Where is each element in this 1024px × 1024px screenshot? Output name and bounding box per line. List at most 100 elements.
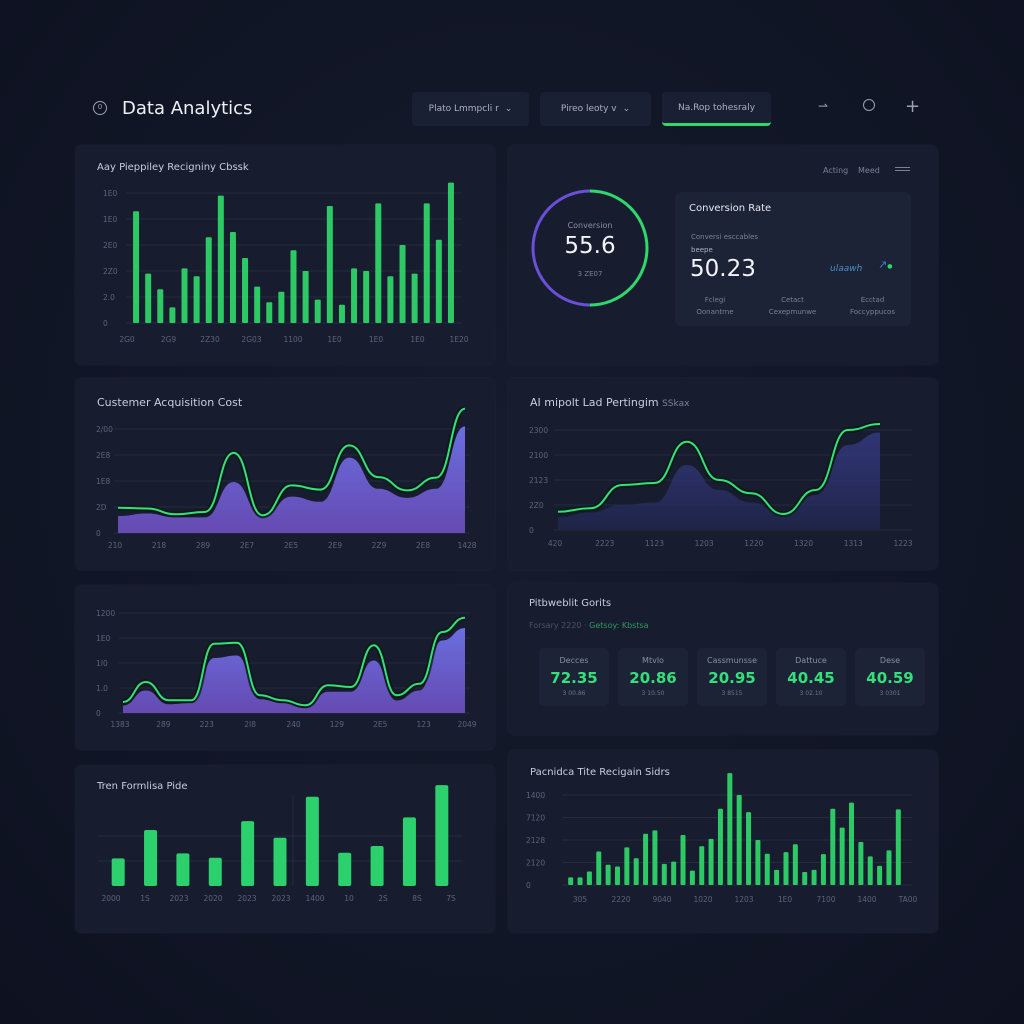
bar xyxy=(145,273,152,323)
bar xyxy=(652,830,658,885)
x-tick-label: 1203 xyxy=(695,539,714,548)
x-tick-label: 2220 xyxy=(611,895,630,904)
bar-chart: 0 2120 2128 7120 1400 305 2220 9040 1020 1203 1E0 7… xyxy=(526,773,918,904)
kpi-label: Dese xyxy=(879,656,901,665)
x-tick-label: 1400 xyxy=(305,894,324,903)
chevron-down-icon: ⌄ xyxy=(504,104,513,114)
stat-top: Cetact xyxy=(781,296,804,304)
bar xyxy=(671,861,677,885)
x-tick-label: 2023 xyxy=(169,894,188,903)
bar xyxy=(614,866,620,885)
share-icon[interactable]: ⇀ xyxy=(818,99,829,113)
y-tick-label: 2128 xyxy=(526,836,545,845)
bar xyxy=(111,858,125,886)
bar xyxy=(302,271,309,323)
bar xyxy=(435,785,449,886)
y-tick-label: 0 xyxy=(96,529,101,538)
bar xyxy=(727,773,733,885)
app-logo-icon: 0 xyxy=(93,101,107,115)
y-tick-label: 2120 xyxy=(526,859,545,868)
y-tick-label: 1400 xyxy=(526,791,545,800)
series-line xyxy=(557,423,881,516)
bar xyxy=(133,211,140,323)
search-icon[interactable] xyxy=(863,99,875,111)
x-tick-label: 7S xyxy=(446,894,456,903)
stat-bottom: Cexepmunwe xyxy=(768,308,817,316)
bar xyxy=(411,273,418,323)
x-tick-label: 2E8 xyxy=(416,541,431,550)
filter-dropdown-2[interactable]: Pireo leoty v ⌄ xyxy=(540,92,651,126)
y-tick-label: 1I0 xyxy=(96,659,108,668)
x-tick-label: 1203 xyxy=(734,895,753,904)
x-tick-label: 7100 xyxy=(816,895,835,904)
kpi-label: Dattuce xyxy=(795,656,827,665)
filter-tab-active[interactable]: Na.Rop tohesraly xyxy=(662,92,771,126)
y-tick-label: 2/00 xyxy=(96,425,113,434)
bar xyxy=(689,870,695,885)
chevron-down-icon: ⌄ xyxy=(622,104,631,114)
x-tick-label: 289 xyxy=(196,541,211,550)
bar xyxy=(254,286,261,323)
kpi-sub: 3 02.10 xyxy=(799,690,823,697)
x-tick-label: 420 xyxy=(548,539,563,548)
filter-label: Pireo leoty v xyxy=(560,104,617,114)
menu-icon[interactable] xyxy=(895,167,910,171)
conversion-value: 50.23 xyxy=(690,256,756,282)
area-chart: 0 2D 1E8 2E8 2/00 210 218 289 2E7 2E5 2E9 2Z9 2E8 142… xyxy=(96,405,477,550)
y-tick-label: 0 xyxy=(526,881,531,890)
x-tick-label: 123 xyxy=(416,720,431,729)
chart-title: Aay Pieppiley Recigniny Cbssk xyxy=(97,162,249,173)
x-tick-label: 2023 xyxy=(237,894,256,903)
wave-chart-card: 0 1.0 1I0 1E0 1200 1383 289 223 2I8 240 129 2E5 123 2… xyxy=(75,585,495,750)
x-tick-label: 1400 xyxy=(857,895,876,904)
bar xyxy=(208,857,222,886)
link-acting[interactable]: Acting xyxy=(823,166,849,175)
bar xyxy=(278,291,285,323)
stat-3: Ecctad Foccyppucos xyxy=(835,296,910,316)
x-tick-label: TA00 xyxy=(898,895,918,904)
conversion-sub2: beepe xyxy=(691,246,713,254)
x-tick-label: 2G03 xyxy=(241,335,261,344)
chart-title: AI mipolt Lad Pertingim SSkax xyxy=(530,396,689,409)
kpi-tile[interactable]: Decces 72.35 3 00.86 xyxy=(539,648,609,706)
bar xyxy=(820,854,826,885)
kpi-tile[interactable]: Dese 40.59 3 0301 xyxy=(855,648,925,706)
x-tick-label: 2G0 xyxy=(119,335,135,344)
kpi-subtitle-accent: Getsoy: Kbstsa xyxy=(589,621,649,630)
y-tick-label: 1E0 xyxy=(103,189,118,198)
sparkline-label: ulaawh xyxy=(830,264,863,274)
x-tick-label: 1313 xyxy=(844,539,863,548)
bar xyxy=(596,851,602,885)
trend-bar-card: Tren Formlisa Pide 2000 1S 2023 2020 2023 202… xyxy=(75,765,495,933)
x-tick-label: 1E0 xyxy=(369,335,384,344)
x-tick-label: 2E7 xyxy=(240,541,255,550)
y-tick-label: 1.0 xyxy=(96,684,108,693)
x-tick-label: 2020 xyxy=(203,894,222,903)
bar xyxy=(774,869,780,885)
kpi-tile[interactable]: Dattuce 40.45 3 02.10 xyxy=(776,648,846,706)
kpi-tile[interactable]: Mtvlo 20.86 3 10.50 xyxy=(618,648,688,706)
trend-up-icon: ↗● xyxy=(878,258,893,271)
filter-label: Na.Rop tohesraly xyxy=(677,102,756,113)
filter-dropdown-1[interactable]: Plato Lmmpcli r ⌄ xyxy=(412,92,529,126)
bar-chart: 0 2.0 2Z0 2E0 1E0 1E0 2G0 2G9 2Z30 2G03 1100 1E0 1E0… xyxy=(103,182,469,344)
bar-chart: 2000 1S 2023 2020 2023 2023 1400 10 2S 8S 7S xyxy=(98,785,463,903)
x-tick-label: 240 xyxy=(286,720,301,729)
x-tick-label: 1123 xyxy=(645,539,664,548)
bar xyxy=(266,302,273,323)
plus-icon[interactable]: + xyxy=(905,96,921,117)
link-meed[interactable]: Meed xyxy=(858,166,880,175)
kpi-tile[interactable]: Cassmunsse 20.95 3 8515 xyxy=(697,648,767,706)
gauge-value: 55.6 xyxy=(564,233,616,259)
kpi-subtitle-text: Forsary 2220 · xyxy=(529,621,587,630)
bar xyxy=(217,195,224,323)
bar xyxy=(314,299,321,323)
bar xyxy=(205,237,212,323)
bar xyxy=(717,808,723,885)
bar xyxy=(568,877,574,885)
bar xyxy=(830,808,836,885)
conversion-title: Conversion Rate xyxy=(689,203,772,214)
kpi-label: Mtvlo xyxy=(642,656,664,665)
conversion-card: Acting Meed Conversion 55.6 3 ZE07 Conve… xyxy=(508,145,938,365)
area-fill xyxy=(123,628,465,713)
